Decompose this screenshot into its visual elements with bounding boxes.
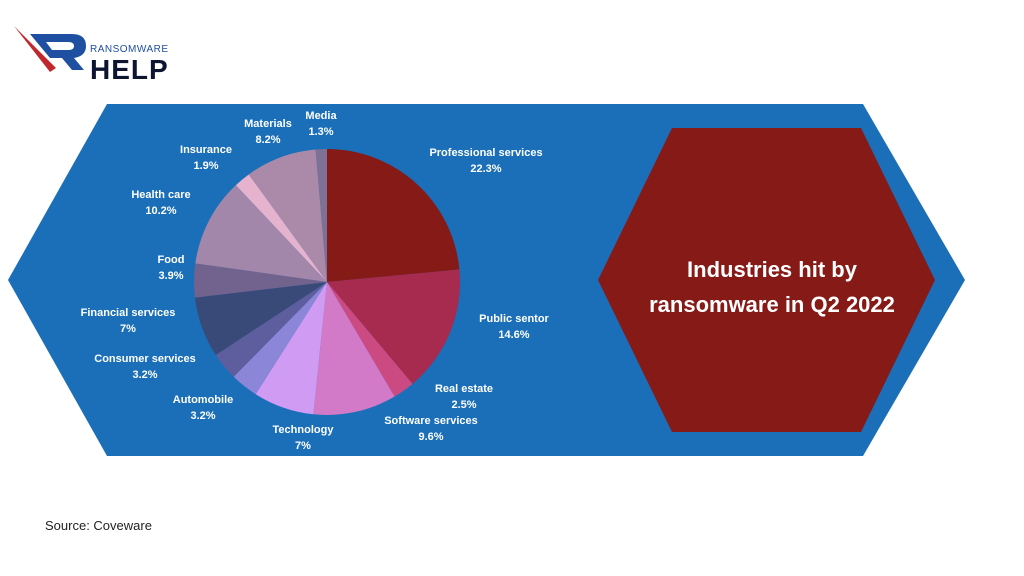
slice-label-consumer-services: Consumer services [94,353,196,365]
pie-slice-financial-services [194,282,327,355]
slice-value-real-estate: 2.5% [451,399,476,411]
slice-label-public-sentor: Public sentor [479,313,549,325]
pie-labels: Professional services 22.3% Public sentor 1… [81,110,550,452]
pie-slice-public-sentor [327,269,461,384]
slice-label-media: Media [305,110,337,122]
chart-title-line-2: ransomware in Q2 2022 [649,292,895,317]
title-hexagon [598,128,935,432]
pie-slice-health-care [195,185,327,282]
slice-value-materials: 8.2% [255,134,280,146]
pie-slice-media [315,149,327,282]
pie-slice-insurance [235,174,327,282]
slice-label-food: Food [158,254,185,266]
slice-value-software-services: 9.6% [418,431,443,443]
slice-value-consumer-services: 3.2% [132,369,157,381]
slice-value-media: 1.3% [308,126,333,138]
pie-slice-consumer-services [215,282,327,377]
slice-value-technology: 7% [295,440,311,452]
slice-value-food: 3.9% [158,270,183,282]
pie-slice-materials [248,149,327,282]
slice-label-insurance: Insurance [180,144,232,156]
slice-value-financial-services: 7% [120,323,136,335]
slice-value-insurance: 1.9% [193,160,218,172]
pie-slice-food [193,263,327,298]
pie-slice-automobile [233,282,327,395]
source-note: Source: Coveware [45,518,152,533]
slice-label-real-estate: Real estate [435,383,493,395]
logo-big-text: HELP [90,54,169,85]
pie-slice-professional-services [327,149,460,282]
pie-slice-real-estate [327,282,413,397]
logo-small-text: RANSOMWARE [90,44,169,55]
slice-label-automobile: Automobile [173,394,234,406]
slice-label-financial-services: Financial services [81,307,176,319]
slice-value-professional-services: 22.3% [470,163,501,175]
ransomware-help-logo: RANSOMWARE HELP [10,24,180,94]
pie-slice-technology [255,282,327,415]
slice-label-software-services: Software services [384,415,478,427]
pie-slice-software-services [313,282,395,415]
logo-r-mark [14,26,86,72]
slice-value-public-sentor: 14.6% [498,329,529,341]
slice-label-technology: Technology [273,424,335,436]
slice-label-materials: Materials [244,118,292,130]
slice-value-health-care: 10.2% [145,205,176,217]
slice-value-automobile: 3.2% [190,410,215,422]
chart-title-line-1: Industries hit by [687,257,858,282]
slice-label-professional-services: Professional services [429,147,542,159]
slice-label-health-care: Health care [131,189,190,201]
pie-chart [193,149,461,415]
